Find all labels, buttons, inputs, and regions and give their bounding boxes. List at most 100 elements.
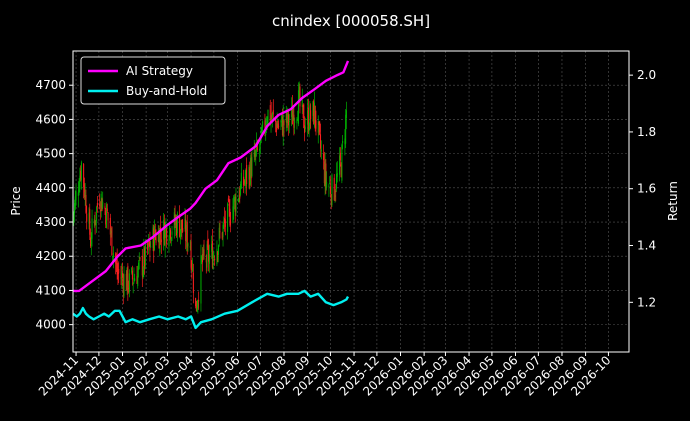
candle-body <box>320 149 322 152</box>
candle-body <box>144 243 146 266</box>
candle-body <box>190 241 192 268</box>
candle-body <box>185 224 187 242</box>
candle-body <box>262 121 264 128</box>
candle-body <box>325 163 327 184</box>
candle-body <box>256 144 258 150</box>
y-tick-label-right: 1.4 <box>637 239 656 253</box>
candle-body <box>224 218 226 224</box>
y-tick-label-left: 4500 <box>35 147 66 161</box>
candle-body <box>246 165 248 184</box>
y-tick-label-right: 2.0 <box>637 68 656 82</box>
candle-body <box>83 183 85 198</box>
candle-body <box>96 203 98 208</box>
candle-body <box>95 220 97 222</box>
candle-body <box>184 219 186 229</box>
candle-body <box>197 300 199 308</box>
candle-body <box>308 128 310 131</box>
candle-body <box>121 272 123 280</box>
candle-body <box>229 208 231 226</box>
candle-body <box>216 248 218 265</box>
candle-body <box>169 229 171 240</box>
y-tick-label-right: 1.6 <box>637 182 656 196</box>
candle-body <box>275 123 277 133</box>
candle-body <box>212 253 214 269</box>
candle-body <box>301 100 303 108</box>
series-line-ai-strategy <box>73 60 350 293</box>
candle-body <box>160 239 162 243</box>
candle-body <box>271 112 273 119</box>
candle-body <box>304 126 306 130</box>
candle-body <box>299 86 301 107</box>
candle-body <box>329 186 331 195</box>
candle-body <box>176 219 178 236</box>
candle-body <box>117 272 119 275</box>
candle-body <box>272 112 274 117</box>
candle-body <box>84 192 86 199</box>
candle-body <box>314 105 316 124</box>
candle-body <box>227 198 229 202</box>
candle-body <box>243 181 245 184</box>
candle-body <box>248 166 250 180</box>
legend: AI Strategy Buy-and-Hold <box>80 56 226 105</box>
candle-body <box>112 256 114 258</box>
candle-body <box>281 114 283 120</box>
candle-body <box>336 173 338 189</box>
candle-body <box>211 240 213 268</box>
candle-body <box>79 175 81 190</box>
candle-body <box>296 118 298 124</box>
candle-body <box>294 120 296 124</box>
candle-body <box>297 119 299 121</box>
candle-body <box>147 242 149 251</box>
candle-body <box>244 179 246 185</box>
candle-body <box>93 218 95 224</box>
candle-body <box>104 206 106 210</box>
chart-title: cnindex [000058.SH] <box>272 12 430 30</box>
candle-body <box>126 267 128 291</box>
candle-body <box>211 243 213 252</box>
candle-body <box>175 219 177 226</box>
candle-body <box>326 181 328 188</box>
candle-body <box>278 126 280 128</box>
candle-body <box>102 201 104 208</box>
candle-body <box>91 218 93 239</box>
candle-body <box>164 225 166 247</box>
candle-body <box>259 148 261 151</box>
candle-body <box>345 110 347 118</box>
candle-body <box>249 157 251 185</box>
candle-body <box>237 199 239 201</box>
candle-body <box>99 209 101 212</box>
candle-body <box>302 104 304 107</box>
candle-body <box>304 125 306 133</box>
candle-body <box>150 246 152 248</box>
candle-body <box>232 206 234 223</box>
candle-body <box>176 213 178 234</box>
candle-body <box>298 90 300 92</box>
candle-body <box>155 236 157 243</box>
plot-frame <box>72 50 630 353</box>
candle-body <box>277 123 279 128</box>
right-axis: 1.2 1.4 1.6 1.8 2.0 <box>629 68 656 309</box>
return-lines <box>72 60 350 330</box>
candle-body <box>266 120 268 127</box>
candle-body <box>233 196 235 210</box>
candle-body <box>286 113 288 123</box>
candle-body <box>318 121 320 126</box>
candle-body <box>107 212 109 221</box>
candle-body <box>78 189 80 194</box>
candle-body <box>147 240 149 248</box>
candle-body <box>297 90 299 124</box>
candle-body <box>310 110 312 120</box>
candle-body <box>213 255 215 257</box>
candle-body <box>223 220 225 222</box>
candle-body <box>96 206 98 221</box>
y-tick-label-left: 4100 <box>35 283 66 297</box>
legend-label-ai: AI Strategy <box>126 64 193 78</box>
candle-body <box>221 232 223 239</box>
candle-body <box>250 159 252 179</box>
candle-body <box>293 114 295 128</box>
candle-body <box>345 114 347 144</box>
candle-body <box>267 109 269 125</box>
candle-body <box>201 254 203 263</box>
candle-body <box>106 208 108 212</box>
